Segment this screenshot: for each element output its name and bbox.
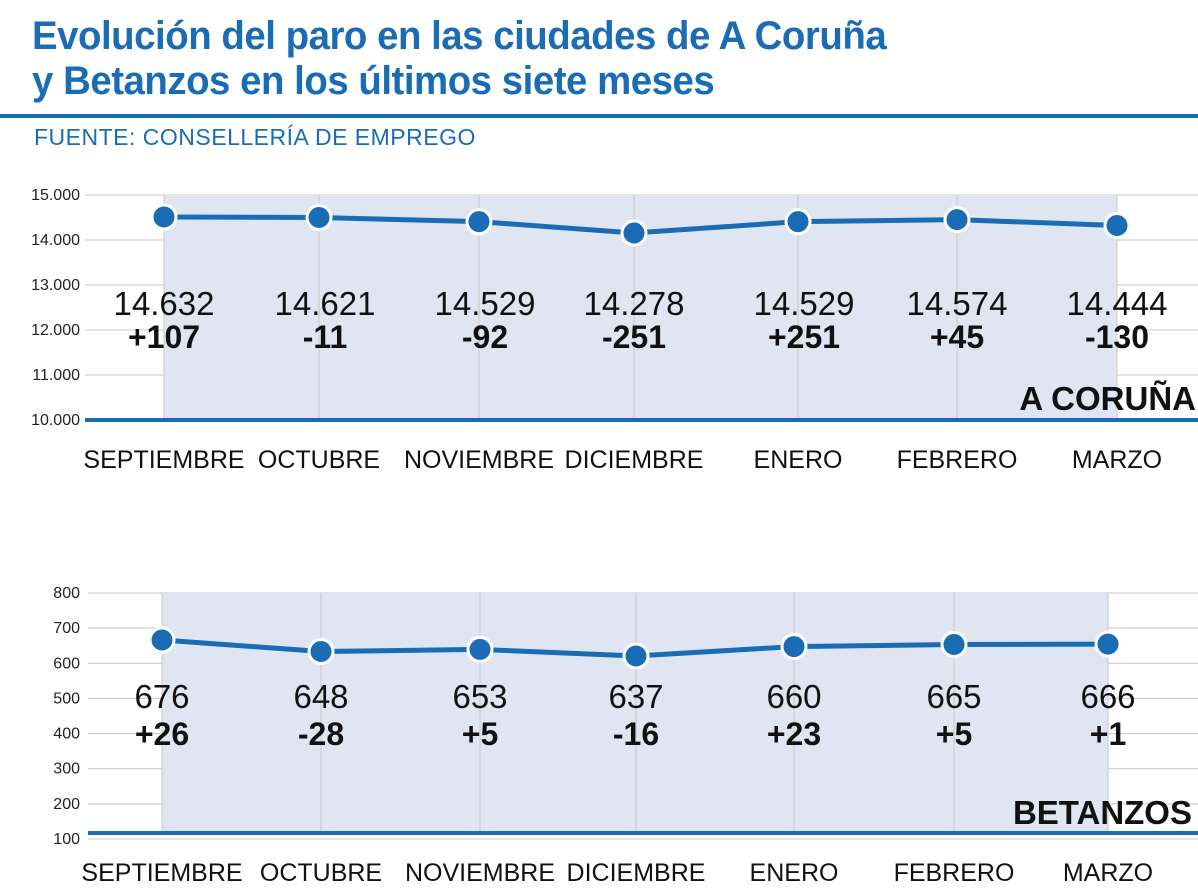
change-label: -251 (602, 319, 666, 355)
chart-betanzos: 800 700 600 500 400 300 200 100 676+26 SEPTIEMBRE… (53, 585, 1198, 887)
chart-title-line-2: y Betanzos en los últimos siete meses (32, 59, 715, 103)
y-tick-label: 15.000 (31, 187, 80, 204)
data-point (305, 203, 333, 231)
change-label: -28 (298, 716, 344, 752)
y-tick-label: 10.000 (31, 412, 80, 429)
change-label: +5 (462, 716, 498, 752)
change-label: +5 (936, 716, 972, 752)
value-label: 637 (608, 678, 663, 715)
chart-title-line-1: Evolución del paro en las ciudades de A … (32, 14, 887, 58)
data-point (780, 633, 808, 661)
change-label: +23 (767, 716, 821, 752)
change-label: +45 (930, 319, 984, 355)
value-label: 14.574 (907, 285, 1008, 322)
x-tick-label: DICIEMBRE (567, 859, 706, 887)
data-point (784, 208, 812, 236)
data-point (148, 626, 176, 654)
change-label: +1 (1090, 716, 1126, 752)
x-tick-label: MARZO (1063, 859, 1153, 887)
x-tick-label: NOVIEMBRE (405, 859, 555, 887)
data-point (622, 642, 650, 670)
x-axis-line (88, 831, 1198, 835)
city-label: BETANZOS (1013, 794, 1192, 831)
x-tick-label: SEPTIEMBRE (83, 446, 244, 474)
x-tick-label: FEBRERO (894, 859, 1015, 887)
value-label: 14.529 (754, 285, 855, 322)
change-label: -92 (462, 319, 508, 355)
value-label: 14.529 (435, 285, 536, 322)
x-axis-line (85, 418, 1198, 422)
y-tick-label: 700 (53, 620, 80, 637)
x-tick-label: OCTUBRE (260, 859, 382, 887)
chart-source: FUENTE: CONSELLERÍA DE EMPREGO (34, 124, 476, 150)
value-label: 653 (452, 678, 507, 715)
y-tick-label: 500 (53, 690, 80, 707)
x-tick-label: MARZO (1072, 446, 1162, 474)
y-tick-label: 300 (53, 761, 80, 778)
change-label: +26 (135, 716, 189, 752)
chart-a-coruna: 15.000 14.000 13.000 12.000 11.000 10.000 14.6… (31, 187, 1198, 474)
y-tick-label: 14.000 (31, 232, 80, 249)
change-label: -130 (1085, 319, 1149, 355)
x-tick-label: SEPTIEMBRE (81, 859, 242, 887)
x-tick-label: ENERO (754, 446, 843, 474)
x-tick-label: DICIEMBRE (565, 446, 704, 474)
data-point (1103, 211, 1131, 239)
x-tick-label: OCTUBRE (258, 446, 380, 474)
y-tick-label: 800 (53, 585, 80, 602)
y-tick-label: 600 (53, 655, 80, 672)
data-point (943, 206, 971, 234)
chart-title: Evolución del paro en las ciudades de A … (32, 14, 1136, 104)
y-tick-label: 12.000 (31, 322, 80, 339)
data-point (150, 203, 178, 231)
value-label: 14.621 (275, 285, 376, 322)
data-point (465, 208, 493, 236)
value-label: 665 (926, 678, 981, 715)
y-tick-label: 200 (53, 796, 80, 813)
change-label: +251 (768, 319, 840, 355)
value-label: 676 (134, 678, 189, 715)
y-tick-label: 11.000 (32, 367, 80, 384)
x-tick-label: NOVIEMBRE (404, 446, 554, 474)
data-point (1094, 630, 1122, 658)
y-tick-label: 13.000 (31, 277, 80, 294)
y-tick-label: 400 (53, 726, 80, 743)
value-label: 14.278 (584, 285, 685, 322)
value-label: 14.632 (114, 285, 215, 322)
value-label: 666 (1080, 678, 1135, 715)
data-point (466, 635, 494, 663)
value-label: 14.444 (1067, 285, 1168, 322)
y-tick-label: 100 (53, 831, 80, 848)
value-label: 648 (293, 678, 348, 715)
change-label: -16 (613, 716, 659, 752)
header-rule (0, 114, 1198, 118)
value-label: 660 (766, 678, 821, 715)
data-point (940, 631, 968, 659)
data-point (620, 219, 648, 247)
data-point (307, 637, 335, 665)
change-label: -11 (303, 319, 347, 355)
change-label: +107 (128, 319, 200, 355)
x-tick-label: FEBRERO (897, 446, 1018, 474)
city-label: A CORUÑA (1019, 380, 1196, 417)
x-tick-label: ENERO (750, 859, 839, 887)
